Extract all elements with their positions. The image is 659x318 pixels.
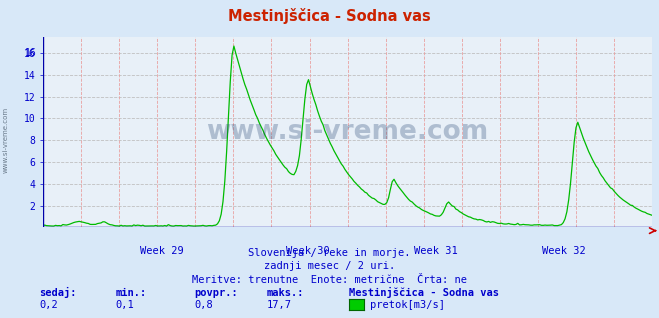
Text: Week 31: Week 31 [414, 246, 458, 256]
Text: Week 30: Week 30 [286, 246, 330, 256]
Text: min.:: min.: [115, 288, 146, 298]
Text: Slovenija / reke in morje.: Slovenija / reke in morje. [248, 248, 411, 258]
Text: 0,2: 0,2 [40, 301, 58, 310]
Text: 17,7: 17,7 [267, 301, 292, 310]
Text: 16: 16 [25, 48, 37, 58]
Text: zadnji mesec / 2 uri.: zadnji mesec / 2 uri. [264, 261, 395, 271]
Text: sedaj:: sedaj: [40, 287, 77, 298]
Text: povpr.:: povpr.: [194, 288, 238, 298]
Text: Meritve: trenutne  Enote: metrične  Črta: ne: Meritve: trenutne Enote: metrične Črta: … [192, 275, 467, 285]
Text: www.si-vreme.com: www.si-vreme.com [206, 119, 489, 145]
Text: Week 32: Week 32 [542, 246, 586, 256]
Text: 0,8: 0,8 [194, 301, 213, 310]
Text: Mestinjščica - Sodna vas: Mestinjščica - Sodna vas [228, 8, 431, 24]
Text: maks.:: maks.: [267, 288, 304, 298]
Text: 0,1: 0,1 [115, 301, 134, 310]
Text: pretok[m3/s]: pretok[m3/s] [370, 301, 445, 310]
Text: Mestinjščica - Sodna vas: Mestinjščica - Sodna vas [349, 287, 500, 298]
Text: Week 29: Week 29 [140, 246, 184, 256]
Text: www.si-vreme.com: www.si-vreme.com [2, 107, 9, 173]
